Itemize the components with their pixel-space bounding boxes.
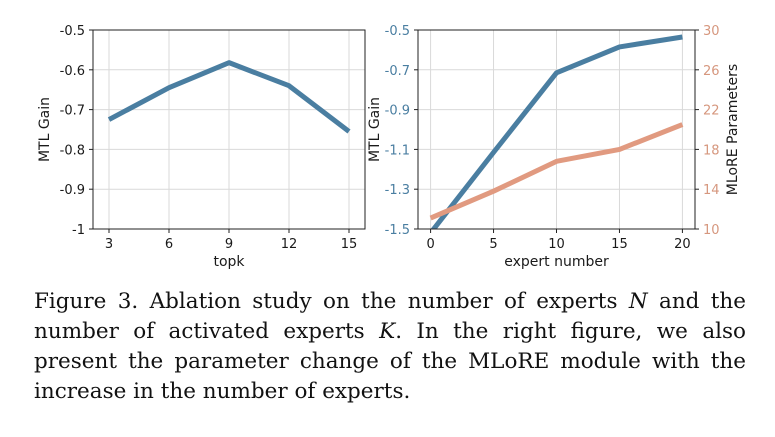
chart2-y2label: MLoRE Parameters xyxy=(725,64,741,195)
chart2-series-parameters-line xyxy=(429,122,684,221)
chart1-ytick-label-5: -1 xyxy=(72,223,85,238)
chart2-ytick-label-4: -1.3 xyxy=(385,183,410,198)
chart2-ytick-label-2: -0.9 xyxy=(385,104,410,119)
caption-prefix: Figure 3. Ablation study on the number o… xyxy=(34,289,629,314)
chart1-ytick-label-2: -0.7 xyxy=(60,104,85,119)
charts-svg: 3 6 9 12 15 -0.5 -0.6 -0.7 -0.8 -0.9 -1 topk MTL Gai… xyxy=(37,24,741,270)
chart2-y2tick-label-5: 10 xyxy=(703,223,720,238)
chart2-xlabel: expert number xyxy=(504,254,609,270)
figure-caption: Figure 3. Ablation study on the number o… xyxy=(34,287,746,407)
chart1-xtick-label-1: 6 xyxy=(165,237,173,252)
chart1-ytick-label-1: -0.6 xyxy=(60,64,85,79)
chart2-ylabel: MTL Gain xyxy=(367,97,383,162)
chart1-ytick-label-3: -0.8 xyxy=(60,143,85,158)
chart1-xtick-label-3: 12 xyxy=(281,237,298,252)
chart2-xtick-label-0: 0 xyxy=(426,237,434,252)
caption-mid: and the number of activated experts xyxy=(34,289,746,344)
chart2-y2tick-label-3: 18 xyxy=(703,143,720,158)
chart1-series-mtl-gain-line xyxy=(107,60,351,134)
caption-var-k: K xyxy=(379,319,396,344)
chart2-ytick-label-1: -0.7 xyxy=(385,64,410,79)
chart2-xtick-label-2: 10 xyxy=(548,237,565,252)
chart1-xlabel: topk xyxy=(213,254,245,270)
chart1-ytick-label-0: -0.5 xyxy=(60,24,85,39)
chart2-ytick-label-5: -1.5 xyxy=(385,223,410,238)
chart2-y2tick-label-1: 26 xyxy=(703,64,720,79)
caption-suffix: . In the right figure, we also present t… xyxy=(34,319,746,404)
chart2-y2tick-label-4: 14 xyxy=(703,183,720,198)
caption-var-n: N xyxy=(628,289,648,314)
chart2-ytick-label-0: -0.5 xyxy=(385,24,410,39)
chart2-series-mtl-gain-line xyxy=(430,34,683,229)
chart2-xtick-label-1: 5 xyxy=(489,237,497,252)
chart1-xtick-label-2: 9 xyxy=(225,237,233,252)
chart1-xtick-label-4: 15 xyxy=(341,237,358,252)
chart1-ylabel: MTL Gain xyxy=(37,97,53,162)
chart1-xtick-label-0: 3 xyxy=(105,237,113,252)
chart2-xtick-label-3: 15 xyxy=(611,237,628,252)
chart1-ytick-label-4: -0.9 xyxy=(60,183,85,198)
chart2-ytick-label-3: -1.1 xyxy=(385,143,410,158)
chart2-xtick-label-4: 20 xyxy=(674,237,691,252)
chart2-y2tick-label-2: 22 xyxy=(703,104,720,119)
chart2-y2tick-label-0: 30 xyxy=(703,24,720,39)
